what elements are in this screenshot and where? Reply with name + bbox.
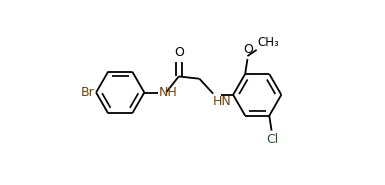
- Text: O: O: [174, 46, 184, 58]
- Text: Br: Br: [80, 86, 94, 99]
- Text: Cl: Cl: [266, 133, 278, 146]
- Text: CH₃: CH₃: [257, 36, 279, 49]
- Text: NH: NH: [159, 86, 177, 99]
- Text: O: O: [243, 43, 253, 56]
- Text: HN: HN: [213, 95, 231, 108]
